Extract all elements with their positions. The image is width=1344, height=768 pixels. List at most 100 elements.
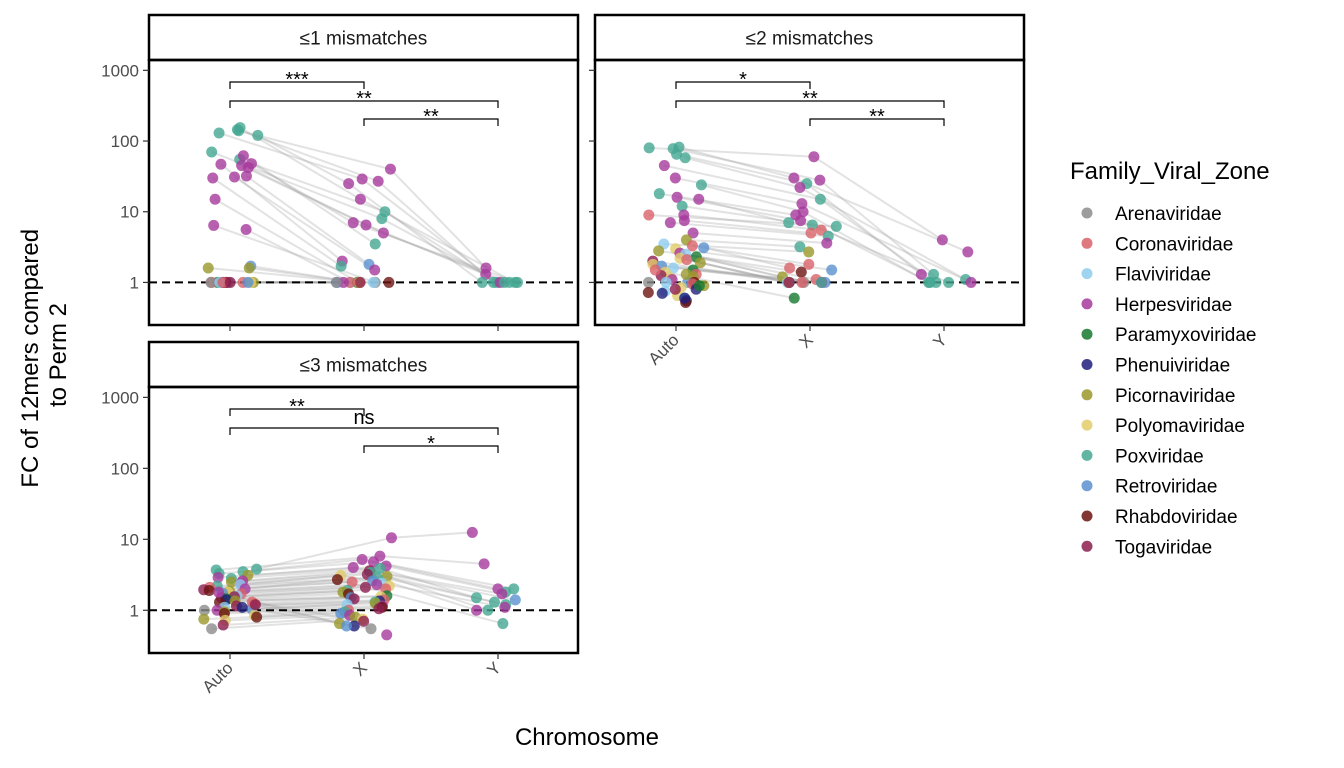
data-point — [217, 619, 229, 631]
significance-bracket: *** — [229, 69, 365, 91]
data-point — [693, 280, 705, 292]
data-point — [658, 160, 670, 172]
data-point — [383, 276, 395, 288]
connector-line — [254, 597, 355, 605]
data-point — [643, 209, 655, 221]
connector-line — [692, 232, 827, 245]
significance-bracket: ** — [363, 106, 499, 128]
connector-line — [686, 238, 800, 248]
legend-label: Flaviviridae — [1115, 265, 1211, 286]
data-point — [206, 146, 218, 158]
connector-line — [377, 180, 495, 284]
bracket-line — [809, 118, 945, 126]
data-point — [347, 217, 359, 229]
data-point — [698, 242, 710, 254]
connector-line — [813, 155, 943, 241]
y-tick-label: 1 — [130, 601, 139, 620]
data-point — [783, 217, 795, 229]
data-point — [643, 276, 655, 288]
y-axis-title-line-1: FC of 12mers compared — [17, 229, 44, 488]
connector-line — [231, 571, 372, 584]
data-point — [212, 571, 224, 583]
data-point — [496, 588, 508, 600]
data-point — [471, 604, 483, 616]
legend-label: Coronaviridae — [1115, 234, 1233, 255]
data-point — [830, 220, 842, 232]
data-point — [795, 215, 807, 227]
connector-line — [242, 569, 370, 582]
connector-line — [247, 166, 384, 234]
significance-bracket: * — [363, 433, 499, 455]
connector-line — [369, 569, 516, 601]
significance-label: ** — [423, 106, 439, 128]
connector-line — [348, 182, 483, 284]
data-point — [694, 257, 706, 269]
data-point — [681, 254, 693, 266]
data-point — [234, 122, 246, 134]
data-point — [354, 193, 366, 205]
connector-line — [678, 146, 795, 179]
connector-line — [361, 178, 487, 276]
data-point — [243, 262, 255, 274]
connector-line — [676, 153, 807, 185]
significance-label: * — [427, 433, 435, 455]
connector-line — [250, 162, 354, 224]
data-point — [679, 292, 691, 304]
bracket-line — [229, 408, 365, 416]
data-point — [198, 604, 210, 616]
data-point — [509, 594, 521, 606]
data-point — [695, 179, 707, 191]
connector-line — [819, 179, 935, 276]
legend-title: Family_Viral_Zone — [1070, 158, 1270, 185]
significance-label: ** — [802, 88, 818, 110]
data-point — [642, 287, 654, 299]
connector-line — [247, 565, 387, 577]
connector-line — [220, 163, 343, 262]
data-point — [213, 586, 225, 598]
connector-line — [213, 224, 376, 284]
connector-line — [698, 198, 789, 224]
legend-entry: Coronaviridae — [1081, 234, 1233, 255]
connector-line — [802, 210, 930, 284]
data-point — [511, 276, 523, 288]
data-point — [252, 129, 264, 141]
legend-swatch — [1081, 237, 1093, 249]
significance-label: ** — [289, 396, 305, 418]
connector-line — [254, 598, 385, 606]
y-tick-label: 10 — [120, 203, 139, 222]
data-point — [385, 532, 397, 544]
connector-line — [226, 592, 349, 600]
data-point — [372, 175, 384, 187]
data-point — [354, 276, 366, 288]
connector-line — [684, 219, 812, 235]
data-point — [242, 162, 254, 174]
connector-line — [214, 198, 359, 284]
data-point — [669, 172, 681, 184]
connector-line — [801, 202, 972, 284]
data-point — [482, 604, 494, 616]
connector-line — [238, 129, 391, 171]
significance-bracket: ** — [675, 88, 945, 110]
data-point — [794, 241, 806, 253]
significance-label: ** — [869, 106, 885, 128]
connector-line — [256, 610, 345, 619]
data-point — [215, 158, 227, 170]
data-point — [476, 276, 488, 288]
legend-entry: Paramyxoviridae — [1081, 325, 1257, 346]
x-axis-title: Chromosome — [515, 724, 659, 751]
connector-line — [219, 596, 352, 604]
data-point — [225, 576, 237, 588]
data-point — [815, 276, 827, 288]
data-point — [676, 200, 688, 212]
data-point — [228, 171, 240, 183]
connector-line — [700, 261, 790, 284]
data-point — [251, 563, 263, 575]
connector-lines — [208, 126, 518, 284]
significance-bracket: ** — [229, 88, 499, 110]
bracket-line — [675, 81, 811, 89]
legend-swatch — [1081, 268, 1093, 280]
data-point — [965, 276, 977, 288]
connector-line — [244, 578, 338, 590]
legend-swatch — [1081, 389, 1093, 401]
